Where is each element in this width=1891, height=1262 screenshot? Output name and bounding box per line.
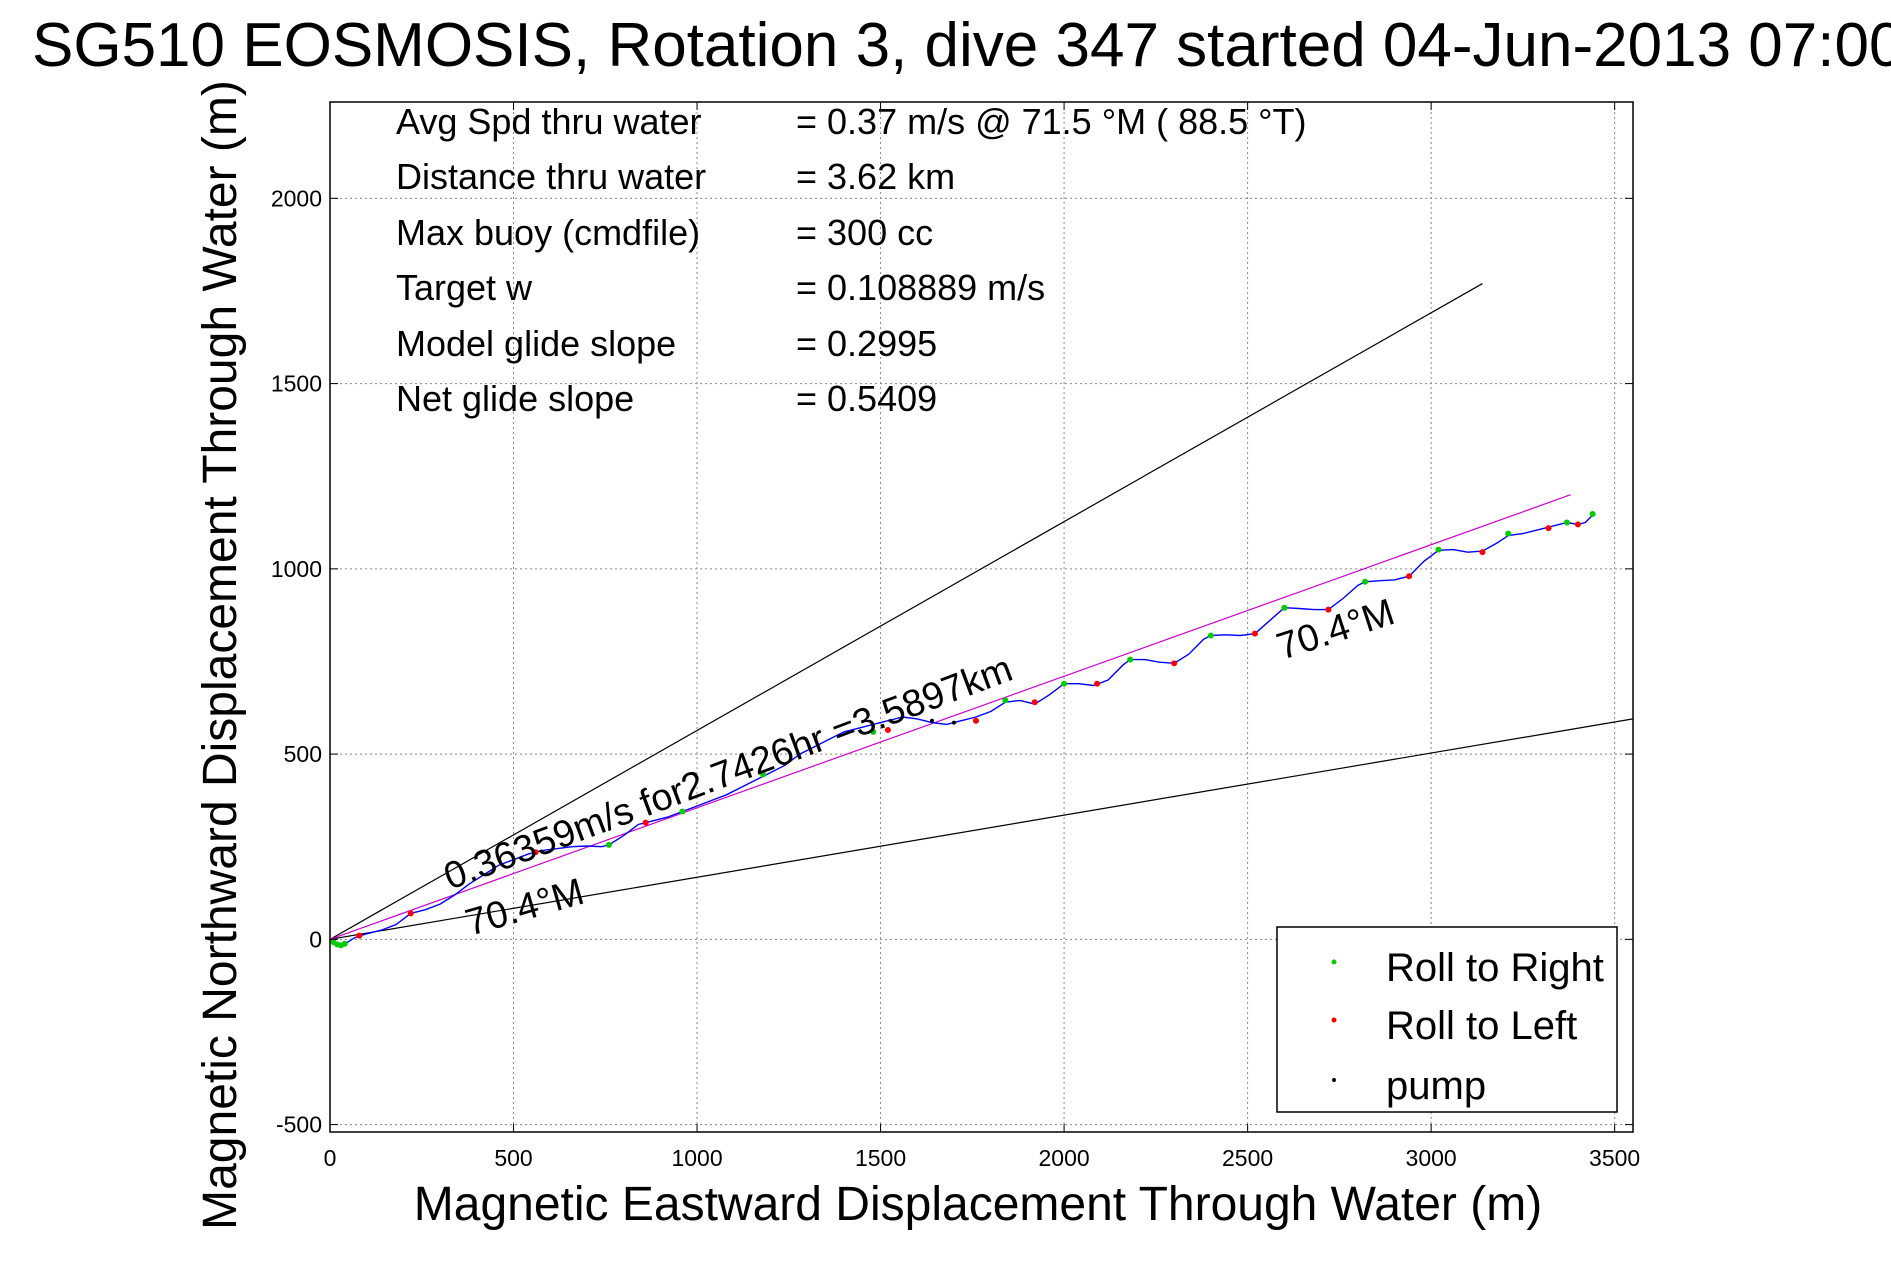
- info-value-avg-speed: = 0.37 m/s @ 71.5 °M ( 88.5 °T): [796, 101, 1307, 142]
- marker-roll-to-left: [1094, 680, 1101, 687]
- legend-label-pump: pump: [1386, 1064, 1486, 1108]
- chart-title: SG510 EOSMOSIS, Rotation 3, dive 347 sta…: [32, 11, 1891, 80]
- marker-roll-to-left: [1545, 525, 1552, 532]
- marker-roll-to-right: [1505, 530, 1512, 537]
- reference-line-net-track: [329, 494, 1571, 940]
- marker-roll-to-left: [356, 932, 363, 939]
- x-tick-label: 1500: [855, 1145, 906, 1171]
- marker-roll-to-left: [1574, 521, 1581, 528]
- info-label-target-w: Target w: [396, 267, 533, 308]
- info-label-net-glide: Net glide slope: [396, 378, 634, 419]
- y-tick-label: -500: [276, 1112, 322, 1138]
- info-label-avg-speed: Avg Spd thru water: [396, 101, 702, 142]
- marker-roll-to-right: [1061, 680, 1068, 687]
- marker-roll-to-left: [532, 849, 539, 856]
- marker-roll-to-right: [870, 728, 877, 735]
- reference-line-lower-bound: [329, 718, 1634, 940]
- roll-markers: [330, 511, 1596, 949]
- info-value-model-glide: = 0.2995: [796, 323, 937, 364]
- marker-roll-to-left: [884, 727, 891, 734]
- marker-roll-to-right: [1362, 578, 1369, 585]
- x-axis-label: Magnetic Eastward Displacement Through W…: [414, 1178, 1542, 1231]
- x-tick-label: 0: [324, 1145, 337, 1171]
- marker-roll-to-right: [1435, 546, 1442, 553]
- marker-roll-to-right: [1002, 697, 1009, 704]
- marker-roll-to-right: [1563, 519, 1570, 526]
- marker-roll-to-right: [760, 771, 767, 778]
- y-tick-label: 500: [284, 741, 322, 767]
- grid-lines: [329, 102, 1633, 1132]
- marker-roll-to-right: [1207, 632, 1214, 639]
- marker-roll-to-right: [605, 841, 612, 848]
- axis-ticks: 0 500 1000 1500 2000 2500 3000 3500-50005001000…: [271, 102, 1640, 1171]
- marker-roll-to-left: [642, 819, 649, 826]
- legend: Roll to Right Roll to Left pump: [1276, 926, 1618, 1113]
- marker-roll-to-left: [1479, 549, 1486, 556]
- y-tick-label: 1500: [271, 371, 322, 397]
- info-value-distance: = 3.62 km: [796, 156, 955, 197]
- marker-pump: [951, 720, 956, 725]
- info-label-model-glide: Model glide slope: [396, 323, 676, 364]
- marker-roll-to-right: [1281, 604, 1288, 611]
- info-value-target-w: = 0.108889 m/s: [796, 267, 1045, 308]
- marker-roll-to-right: [1127, 656, 1134, 663]
- marker-roll-to-right: [341, 940, 348, 947]
- reference-line-upper-bound: [329, 283, 1483, 940]
- x-tick-label: 500: [494, 1145, 532, 1171]
- info-value-max-buoy: = 300 cc: [796, 212, 933, 253]
- marker-roll-to-left: [972, 717, 979, 724]
- marker-roll-to-left: [1406, 573, 1413, 580]
- legend-marker-pump: [1332, 1078, 1336, 1082]
- legend-marker-roll-left: [1331, 1017, 1337, 1023]
- y-tick-label: 1000: [271, 556, 322, 582]
- reference-lines: [329, 283, 1634, 940]
- legend-marker-roll-right: [1331, 959, 1337, 965]
- plot-frame: [329, 101, 1634, 1133]
- x-tick-label: 3000: [1406, 1145, 1457, 1171]
- legend-label-roll-left: Roll to Left: [1386, 1004, 1577, 1048]
- y-tick-label: 2000: [271, 185, 322, 211]
- marker-roll-to-right: [1589, 511, 1596, 517]
- y-tick-label: 0: [309, 926, 322, 952]
- legend-label-roll-right: Roll to Right: [1386, 946, 1604, 990]
- marker-roll-to-left: [1251, 630, 1258, 637]
- marker-roll-to-left: [1325, 606, 1332, 613]
- marker-roll-to-left: [407, 910, 414, 917]
- x-tick-label: 2000: [1038, 1145, 1089, 1171]
- x-tick-label: 2500: [1222, 1145, 1273, 1171]
- x-tick-label: 3500: [1589, 1145, 1640, 1171]
- marker-pump: [929, 718, 934, 723]
- info-label-distance: Distance thru water: [396, 156, 706, 197]
- info-value-net-glide: = 0.5409: [796, 378, 937, 419]
- x-tick-label: 1000: [671, 1145, 722, 1171]
- marker-roll-to-right: [679, 808, 686, 815]
- marker-roll-to-left: [1171, 660, 1178, 667]
- info-label-max-buoy: Max buoy (cmdfile): [396, 212, 700, 253]
- y-axis-label: Magnetic Northward Displacement Through …: [194, 80, 247, 1230]
- info-box: Avg Spd thru water = 0.37 m/s @ 71.5 °M …: [396, 101, 1307, 419]
- marker-roll-to-left: [1031, 699, 1038, 706]
